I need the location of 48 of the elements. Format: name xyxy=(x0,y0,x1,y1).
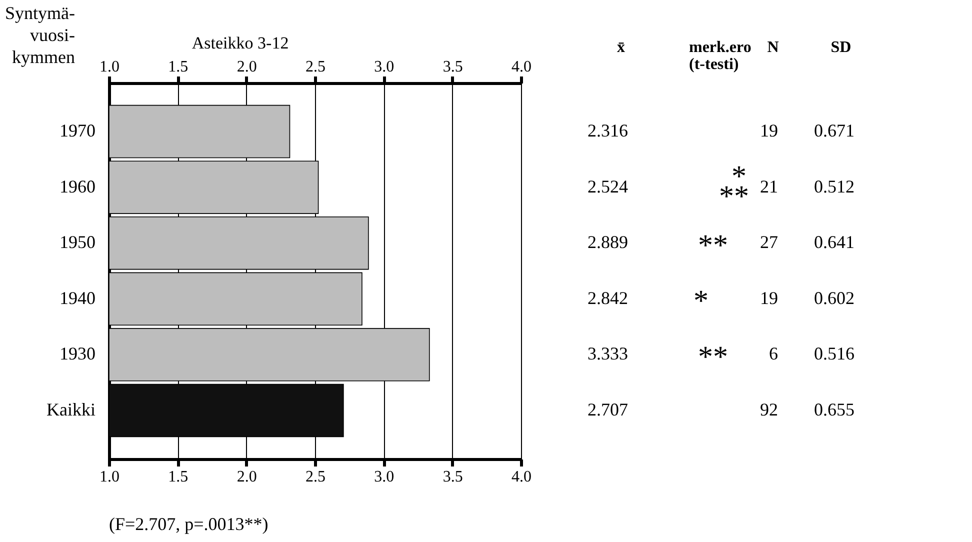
text: 6 xyxy=(769,344,778,364)
x2-tick-label: 2.0 xyxy=(236,468,257,486)
x2-tick-label: 4.0 xyxy=(512,468,532,486)
x-tick-label: 3.0 xyxy=(374,58,394,76)
x-tick-label: 4.0 xyxy=(512,58,532,76)
y-tick-label: 1940 xyxy=(60,288,96,308)
x-tick-label: 1.5 xyxy=(168,58,188,76)
text: (F=2.707, p=.0013**) xyxy=(109,514,268,534)
text: x̄ xyxy=(617,39,625,56)
text: 27 xyxy=(760,232,778,252)
text: 0.512 xyxy=(814,176,854,196)
text: 92 xyxy=(760,399,778,420)
x2-axis-title: Asteikko 3-12 xyxy=(192,34,289,52)
y-tick-label: 1960 xyxy=(60,176,96,196)
data-label: 2.889 xyxy=(588,232,628,252)
text: ** xyxy=(698,340,728,374)
data-label: 2.707 xyxy=(588,399,628,420)
data-label: 2.842 xyxy=(588,288,628,308)
y-axis-title: Syntymä-vuosi-kymmen xyxy=(5,3,76,67)
text: ** xyxy=(698,228,728,262)
data-label: 3.333 xyxy=(588,344,628,364)
text: 0.516 xyxy=(814,344,854,364)
x2-tick-label: 3.5 xyxy=(442,468,463,486)
text: 0.641 xyxy=(814,232,854,252)
x2-tick-label: 3.0 xyxy=(374,468,394,486)
text: N xyxy=(767,39,780,56)
text: 0.602 xyxy=(814,288,854,308)
y-tick-label: 1950 xyxy=(60,232,96,252)
y-tick-label: 1970 xyxy=(60,120,96,141)
text: 19 xyxy=(760,120,778,141)
x2-tick-label: 2.5 xyxy=(306,468,326,486)
x-tick-label: 1.0 xyxy=(100,58,120,76)
y-tick-label: Kaikki xyxy=(46,399,96,420)
text: merk.ero (t-testi) xyxy=(689,39,752,73)
x-tick-label: 2.0 xyxy=(236,58,257,76)
text: 19 xyxy=(760,288,778,308)
x2-tick-label: 1.5 xyxy=(168,468,188,486)
data-label: 2.524 xyxy=(588,176,628,196)
text: 21 xyxy=(760,176,778,196)
x2-tick-label: 1.0 xyxy=(100,468,120,486)
text: SD xyxy=(830,39,852,56)
text: * xyxy=(694,284,708,318)
text: 0.655 xyxy=(814,399,854,420)
data-label: 2.316 xyxy=(588,120,628,141)
text: 0.671 xyxy=(814,120,854,141)
y-tick-label: 1930 xyxy=(60,344,96,364)
x-tick-label: 2.5 xyxy=(306,58,326,76)
x-tick-label: 3.5 xyxy=(442,58,463,76)
